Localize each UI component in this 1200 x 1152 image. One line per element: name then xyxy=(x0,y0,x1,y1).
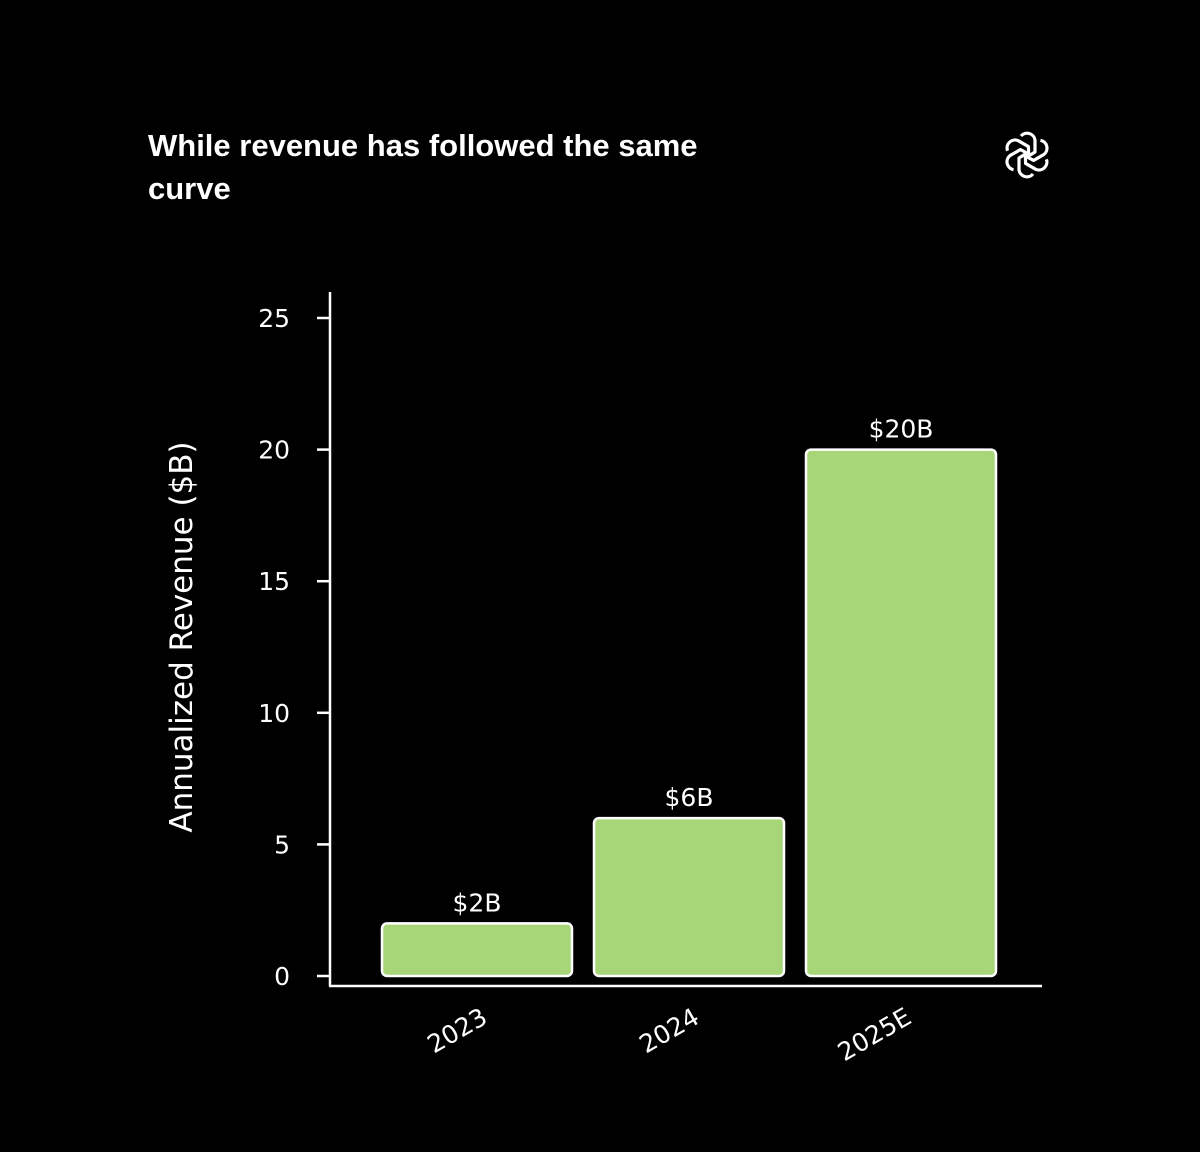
x-tick-label: 2024 xyxy=(634,1002,704,1059)
y-axis-label: Annualized Revenue ($B) xyxy=(164,441,200,832)
data-label: $2B xyxy=(453,888,502,917)
y-tick-label: 0 xyxy=(274,962,290,991)
openai-logo-icon xyxy=(1005,131,1049,179)
bar xyxy=(804,448,998,978)
data-label: $6B xyxy=(665,783,714,812)
y-tick-label: 20 xyxy=(258,436,290,465)
y-tick-label: 5 xyxy=(274,830,290,859)
bar xyxy=(380,922,574,978)
data-label: $20B xyxy=(869,415,934,444)
y-tick-label: 25 xyxy=(258,304,290,333)
bar xyxy=(592,816,786,978)
y-tick-label: 15 xyxy=(258,567,290,596)
x-tick-label: 2023 xyxy=(422,1002,492,1059)
x-tick-label: 2025E xyxy=(833,1002,916,1067)
chart-title: While revenue has followed the same curv… xyxy=(148,128,698,206)
y-tick-label: 10 xyxy=(258,699,290,728)
